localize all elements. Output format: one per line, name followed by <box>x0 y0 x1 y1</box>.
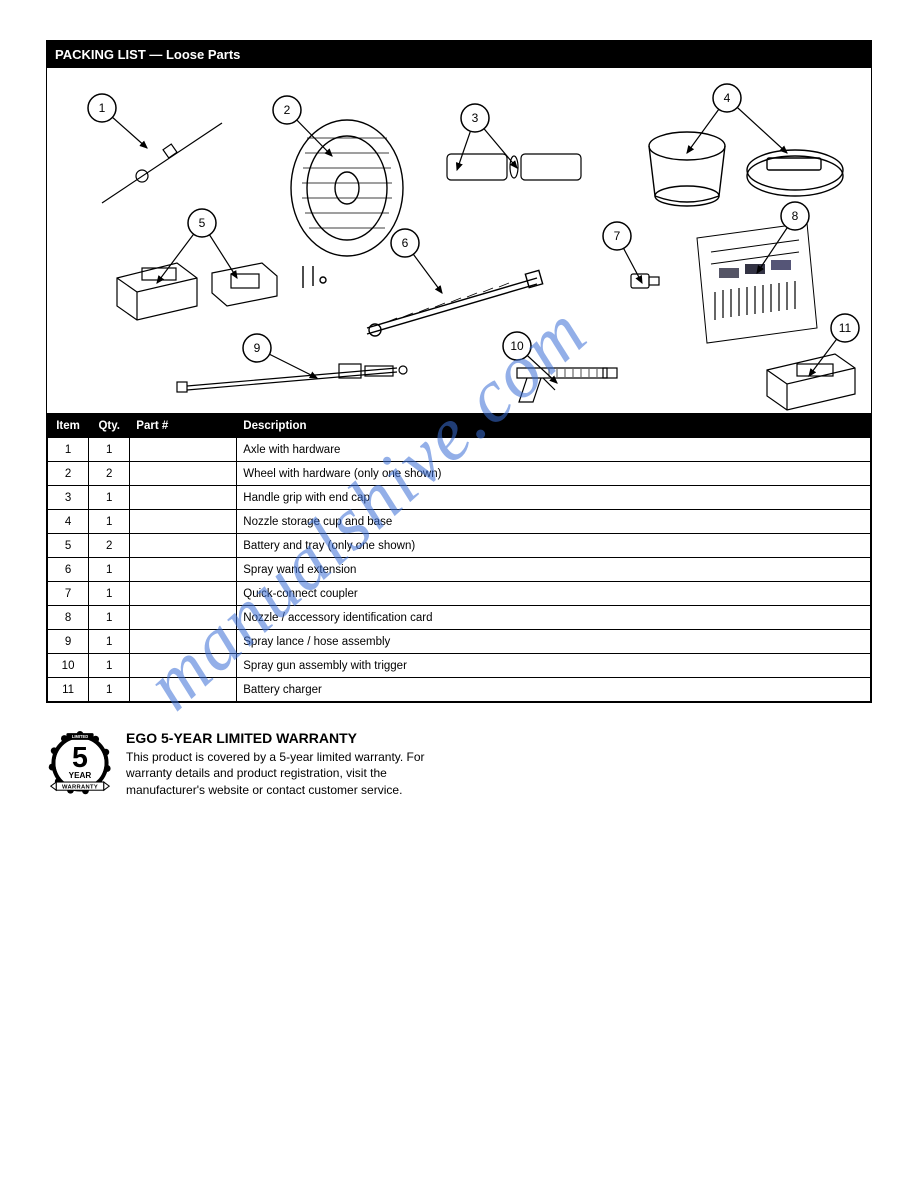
cell-qty: 1 <box>89 630 130 654</box>
table-row: 111 Battery charger <box>48 678 871 702</box>
cell-part <box>130 558 237 582</box>
svg-text:5: 5 <box>72 742 88 774</box>
part-charger <box>767 354 855 410</box>
part-coupler <box>631 274 659 288</box>
warranty-text: EGO 5-YEAR LIMITED WARRANTY This product… <box>126 729 466 799</box>
cell-item: 2 <box>48 462 89 486</box>
callout-number: 9 <box>254 341 261 355</box>
cell-qty: 1 <box>89 510 130 534</box>
svg-text:YEAR: YEAR <box>69 771 92 780</box>
cell-qty: 1 <box>89 606 130 630</box>
table-row: 101 Spray gun assembly with trigger <box>48 654 871 678</box>
cell-qty: 1 <box>89 582 130 606</box>
cell-item: 1 <box>48 438 89 462</box>
callout-number: 5 <box>199 216 206 230</box>
cell-item: 6 <box>48 558 89 582</box>
col-header-part: Part # <box>130 414 237 438</box>
cell-item: 7 <box>48 582 89 606</box>
cell-qty: 1 <box>89 486 130 510</box>
cell-desc: Nozzle / accessory identification card <box>237 606 871 630</box>
parts-diagram-svg: 1 2 3 4 5 6 7 8 9 10 11 <box>47 68 871 413</box>
cell-qty: 1 <box>89 678 130 702</box>
table-row: 91 Spray lance / hose assembly <box>48 630 871 654</box>
cell-desc: Wheel with hardware (only one shown) <box>237 462 871 486</box>
svg-text:LIMITED: LIMITED <box>72 734 88 739</box>
col-header-item: Item <box>48 414 89 438</box>
cell-qty: 2 <box>89 534 130 558</box>
svg-text:WARRANTY: WARRANTY <box>62 785 98 791</box>
table-row: 71 Quick-connect coupler <box>48 582 871 606</box>
cell-item: 3 <box>48 486 89 510</box>
section-header-parts: PACKING LIST — Loose Parts <box>47 41 871 68</box>
cell-part <box>130 486 237 510</box>
cell-item: 11 <box>48 678 89 702</box>
table-row: 31 Handle grip with end cap <box>48 486 871 510</box>
col-header-desc: Description <box>237 414 871 438</box>
callout-number: 10 <box>510 339 524 353</box>
cell-desc: Spray gun assembly with trigger <box>237 654 871 678</box>
part-battery-tray <box>117 263 277 320</box>
callout-number: 11 <box>839 321 852 335</box>
parts-diagram: 1 2 3 4 5 6 7 8 9 10 11 <box>47 68 871 413</box>
callout-number: 3 <box>472 111 479 125</box>
warranty-block: LIMITED 5 YEAR WARRANTY EGO 5-YEAR LIMIT… <box>46 729 872 799</box>
callout-number: 1 <box>99 101 106 115</box>
cell-qty: 2 <box>89 462 130 486</box>
cell-desc: Nozzle storage cup and base <box>237 510 871 534</box>
part-wand <box>367 270 543 336</box>
cell-part <box>130 606 237 630</box>
cell-part <box>130 630 237 654</box>
callout-number: 8 <box>792 209 799 223</box>
cell-qty: 1 <box>89 654 130 678</box>
part-handle-grip <box>447 154 581 180</box>
packing-list-frame: PACKING LIST — Loose Parts <box>46 40 872 703</box>
cell-item: 5 <box>48 534 89 558</box>
part-nozzle-cup <box>649 132 843 206</box>
cell-desc: Battery and tray (only one shown) <box>237 534 871 558</box>
part-wheel <box>291 120 403 288</box>
callout-number: 2 <box>284 103 291 117</box>
cell-part <box>130 582 237 606</box>
table-row: 41 Nozzle storage cup and base <box>48 510 871 534</box>
warranty-body: This product is covered by a 5-year limi… <box>126 749 466 799</box>
callout-number: 6 <box>402 236 409 250</box>
part-lance <box>177 364 407 392</box>
part-id-card <box>697 223 817 343</box>
cell-item: 10 <box>48 654 89 678</box>
warranty-heading: EGO 5-YEAR LIMITED WARRANTY <box>126 729 466 749</box>
table-row: 52 Battery and tray (only one shown) <box>48 534 871 558</box>
cell-desc: Spray wand extension <box>237 558 871 582</box>
part-spray-gun <box>517 368 617 402</box>
cell-desc: Handle grip with end cap <box>237 486 871 510</box>
col-header-qty: Qty. <box>89 414 130 438</box>
packing-list-table: Item Qty. Part # Description 11 Axle wit… <box>47 413 871 702</box>
table-row: 61 Spray wand extension <box>48 558 871 582</box>
table-row: 81 Nozzle / accessory identification car… <box>48 606 871 630</box>
cell-qty: 1 <box>89 558 130 582</box>
cell-part <box>130 678 237 702</box>
table-row: 11 Axle with hardware <box>48 438 871 462</box>
callout-number: 4 <box>724 91 731 105</box>
cell-desc: Battery charger <box>237 678 871 702</box>
cell-item: 4 <box>48 510 89 534</box>
cell-desc: Axle with hardware <box>237 438 871 462</box>
cell-qty: 1 <box>89 438 130 462</box>
cell-desc: Spray lance / hose assembly <box>237 630 871 654</box>
cell-part <box>130 534 237 558</box>
cell-item: 9 <box>48 630 89 654</box>
cell-item: 8 <box>48 606 89 630</box>
part-axle <box>102 123 222 203</box>
cell-part <box>130 462 237 486</box>
cell-part <box>130 438 237 462</box>
callout-number: 7 <box>614 229 621 243</box>
table-row: 22 Wheel with hardware (only one shown) <box>48 462 871 486</box>
cell-part <box>130 510 237 534</box>
cell-part <box>130 654 237 678</box>
cell-desc: Quick-connect coupler <box>237 582 871 606</box>
warranty-badge-icon: LIMITED 5 YEAR WARRANTY <box>46 729 114 797</box>
